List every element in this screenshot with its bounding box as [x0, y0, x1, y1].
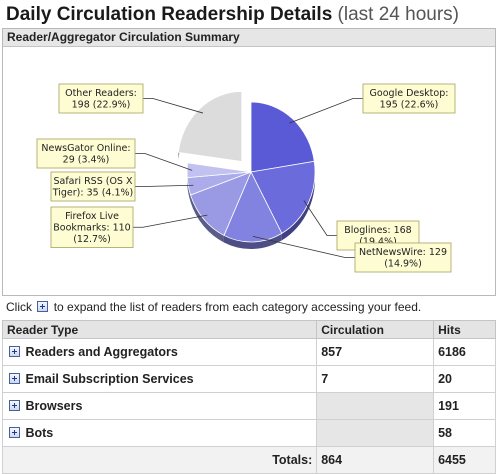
- leader-line-safari-rss: [135, 184, 194, 187]
- slice-label-netnewswire: (14.9%): [384, 259, 422, 270]
- slice-label-firefox-live-bookmarks: Bookmarks: 110: [53, 223, 130, 234]
- page-title-main: Daily Circulation Readership Details: [6, 4, 333, 25]
- pie-chart: Google Desktop:195 (22.6%) Bloglines: 168…: [36, 83, 456, 273]
- leader-line-newsgator-online: [135, 153, 193, 171]
- reader-type-label: Readers and Aggregators: [25, 345, 178, 359]
- pie-slice-google-desktop: [250, 101, 315, 173]
- expand-plus-icon[interactable]: [9, 400, 20, 411]
- totals-hits: 6455: [433, 446, 496, 474]
- circulation-cell: [316, 392, 435, 420]
- slice-label-firefox-live-bookmarks: Firefox Live: [65, 211, 119, 222]
- label-box-netnewswire: [354, 242, 452, 273]
- pie-slice-netnewswire: [223, 171, 283, 243]
- pie-labels: Google Desktop:195 (22.6%) Bloglines: 168…: [36, 83, 456, 273]
- row-email-subscription-services[interactable]: Email Subscription Services: [1, 365, 318, 393]
- reader-type-label: Email Subscription Services: [25, 372, 194, 386]
- hits-cell: 20: [433, 365, 496, 393]
- circulation-cell: [316, 419, 435, 447]
- totals-row: Totals: 864 6455: [1, 446, 496, 474]
- readers-table: Reader Type Circulation Hits Readers and…: [1, 320, 496, 474]
- slice-label-bloglines: Bloglines: 168: [344, 225, 411, 236]
- table-header-row: Reader Type Circulation Hits: [1, 320, 496, 339]
- col-header-hits: Hits: [433, 320, 496, 339]
- row-browsers[interactable]: Browsers: [1, 392, 318, 420]
- leader-line-bloglines: [303, 200, 337, 236]
- reader-type-label: Browsers: [25, 399, 83, 413]
- label-box-safari-rss: [50, 171, 136, 202]
- col-header-reader-type: Reader Type: [1, 320, 318, 339]
- slice-label-safari-rss: Safari RSS (OS X: [53, 176, 132, 187]
- label-box-firefox-live-bookmarks: [50, 206, 134, 248]
- leader-line-netnewswire: [252, 235, 355, 258]
- expand-plus-icon[interactable]: [9, 373, 20, 384]
- pie-slice-bloglines: [250, 160, 316, 234]
- leader-line-firefox-live-bookmarks: [133, 214, 208, 228]
- slice-label-bloglines: (19.4%): [359, 237, 397, 248]
- slice-label-other-readers: 198 (22.9%): [72, 100, 131, 111]
- slice-label-firefox-live-bookmarks: (12.7%): [73, 234, 111, 245]
- totals-label: Totals:: [1, 446, 318, 474]
- label-box-google-desktop: [362, 83, 456, 114]
- page-title-suffix: (last 24 hours): [337, 4, 459, 25]
- pie-slice-other-readers: [177, 91, 243, 162]
- hint-before: Click: [6, 300, 32, 314]
- totals-circulation: 864: [316, 446, 435, 474]
- slice-label-google-desktop: 195 (22.6%): [380, 100, 439, 111]
- hits-cell: 191: [433, 392, 496, 420]
- hits-cell: 58: [433, 419, 496, 447]
- circulation-cell: 857: [316, 338, 435, 366]
- col-header-circulation: Circulation: [316, 320, 435, 339]
- expand-plus-icon: [37, 301, 49, 312]
- table-row: Email Subscription Services 7 20: [1, 365, 496, 393]
- row-readers-and-aggregators[interactable]: Readers and Aggregators: [1, 338, 318, 366]
- circulation-cell: 7: [316, 365, 435, 393]
- page-title: Daily Circulation Readership Details (la…: [6, 4, 459, 26]
- table-row: Readers and Aggregators 857 6186: [1, 338, 496, 366]
- slice-label-newsgator-online: NewsGator Online:: [41, 143, 130, 154]
- label-box-other-readers: [58, 83, 144, 114]
- leader-line-other-readers: [143, 98, 204, 114]
- pie-slice-side-bloglines: [281, 161, 315, 241]
- slice-label-other-readers: Other Readers:: [65, 88, 137, 99]
- pie-slice-side-netnewswire: [223, 233, 282, 249]
- summary-panel: Reader/Aggregator Circulation Summary Go…: [2, 28, 496, 296]
- pie-slice-firefox-live-bookmarks: [190, 171, 252, 236]
- hint-after: to expand the list of readers from each …: [53, 300, 422, 314]
- slice-label-safari-rss: Tiger): 35 (4.1%): [52, 188, 134, 199]
- expand-plus-icon[interactable]: [9, 346, 20, 357]
- pie-slice-newsgator-online: [186, 162, 252, 179]
- hits-cell: 6186: [433, 338, 496, 366]
- table-row: Bots 58: [1, 419, 496, 447]
- slice-label-newsgator-online: 29 (3.4%): [63, 155, 110, 166]
- expand-plus-icon[interactable]: [9, 427, 20, 438]
- row-bots[interactable]: Bots: [1, 419, 318, 447]
- leader-line-google-desktop: [289, 98, 363, 124]
- table-row: Browsers 191: [1, 392, 496, 420]
- label-box-newsgator-online: [36, 138, 136, 169]
- pie-slices: [177, 91, 316, 249]
- expand-hint: Click to expand the list of readers from…: [6, 300, 421, 314]
- summary-panel-header: Reader/Aggregator Circulation Summary: [3, 29, 495, 47]
- slice-label-google-desktop: Google Desktop:: [370, 88, 449, 99]
- reader-type-label: Bots: [25, 426, 54, 440]
- slice-label-netnewswire: NetNewsWire: 129: [359, 247, 447, 258]
